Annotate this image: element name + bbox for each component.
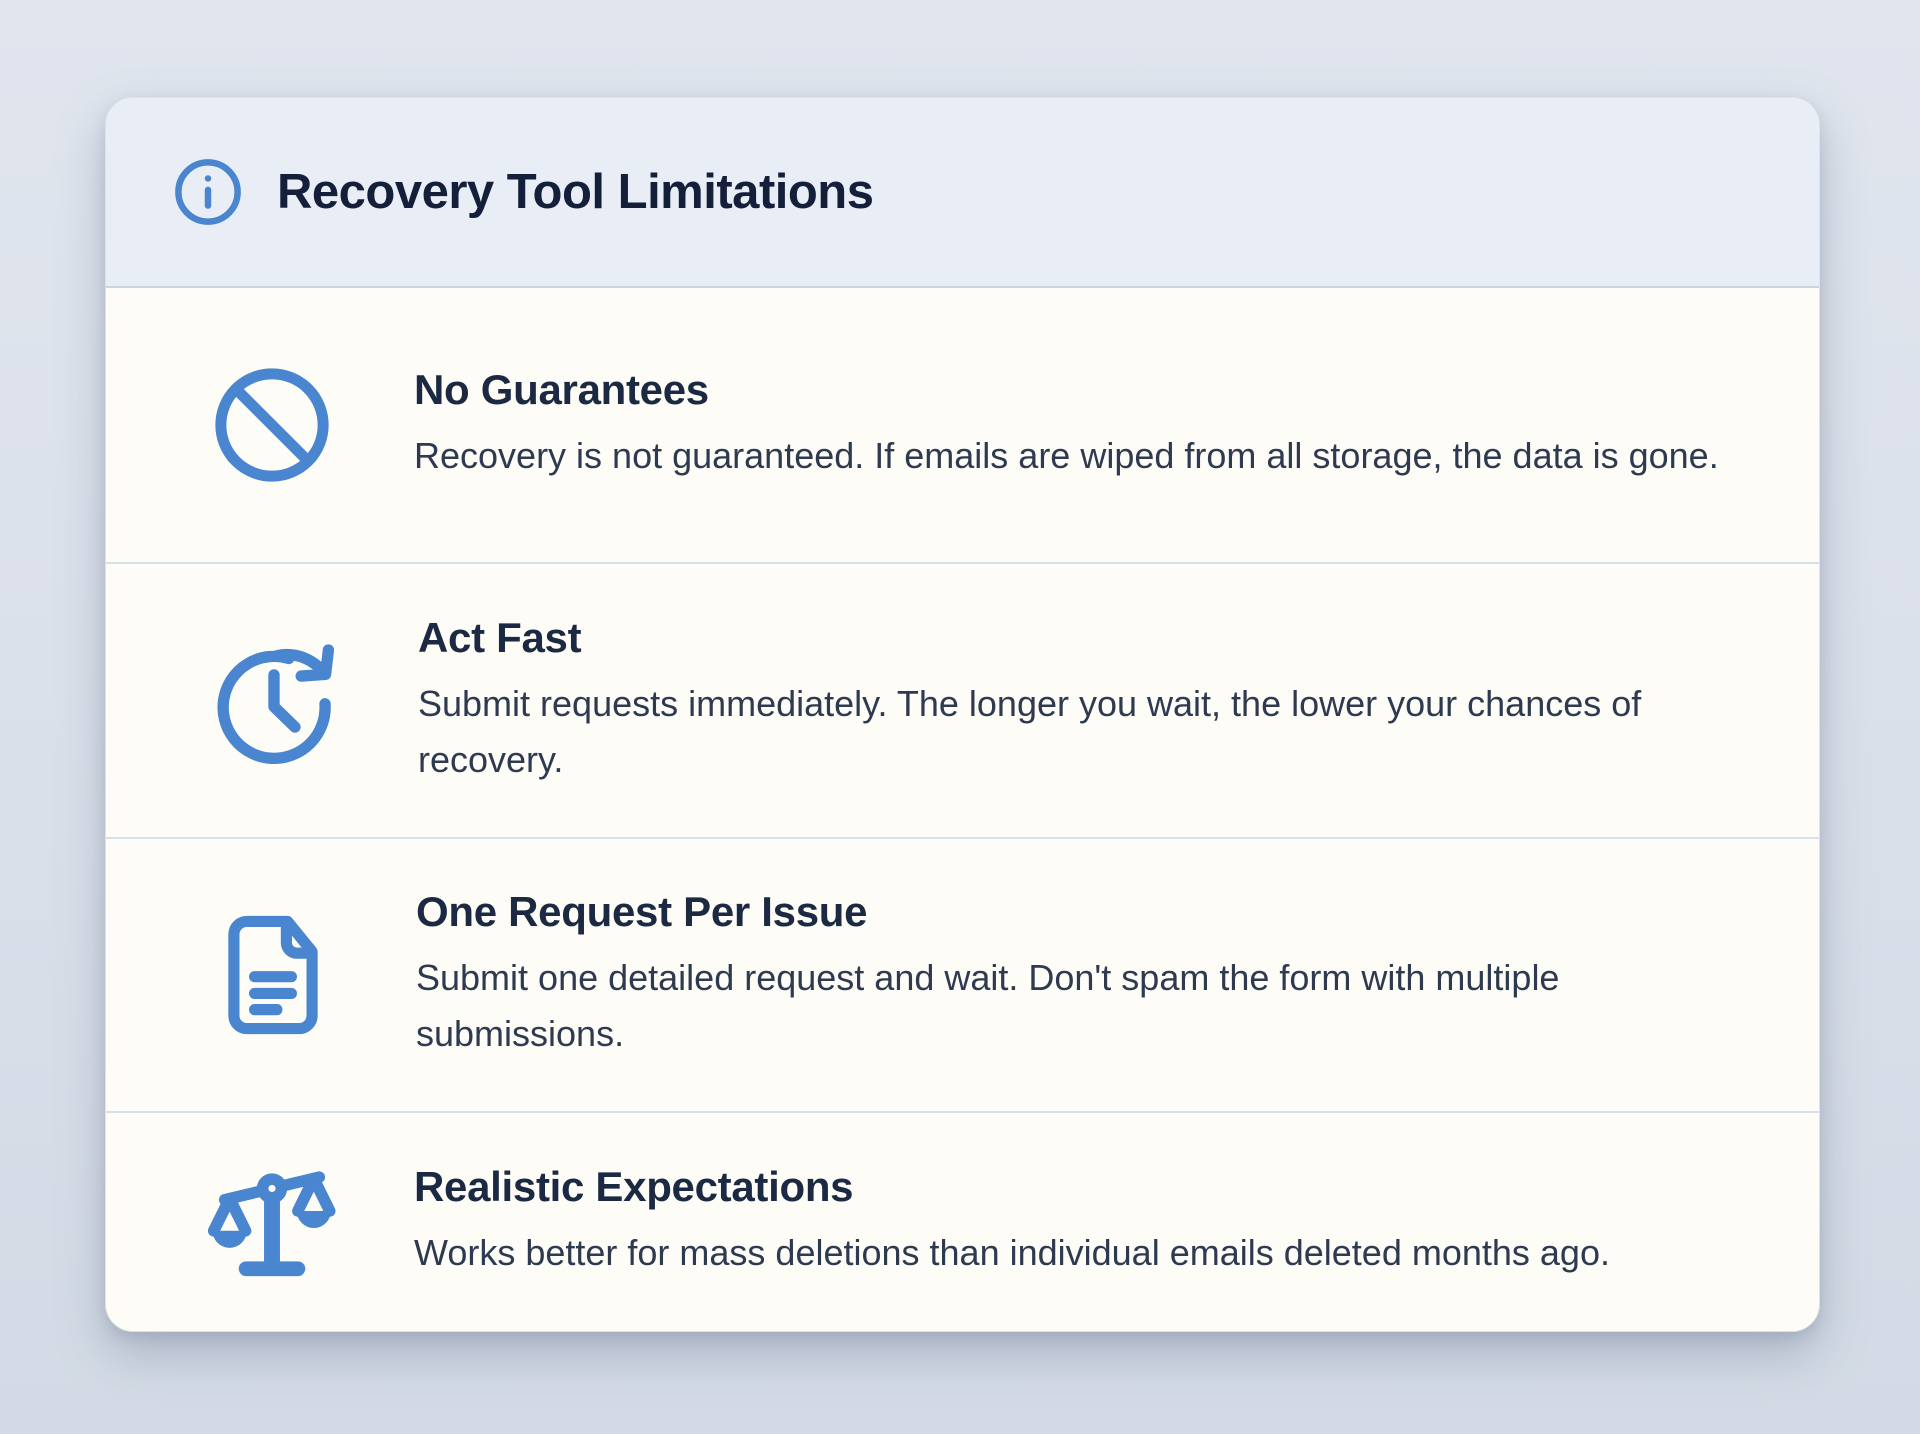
recovery-limitations-card: Recovery Tool Limitations No Guarantees …	[105, 97, 1820, 1332]
document-icon	[206, 908, 340, 1042]
item-description: Works better for mass deletions than ind…	[414, 1232, 1610, 1273]
info-icon	[171, 155, 245, 229]
item-description: Recovery is not guaranteed. If emails ar…	[414, 435, 1719, 476]
item-text-block: No Guarantees Recovery is not guaranteed…	[414, 366, 1739, 484]
item-title: Act Fast	[418, 613, 582, 661]
scale-icon	[206, 1156, 338, 1288]
card-title: Recovery Tool Limitations	[277, 165, 874, 219]
limitation-item-act-fast: Act Fast Submit requests immediately. Th…	[106, 564, 1819, 839]
card-header: Recovery Tool Limitations	[106, 98, 1819, 288]
item-title: One Request Per Issue	[416, 888, 868, 935]
item-text-block: One Request Per Issue Submit one detaile…	[416, 888, 1739, 1062]
clock-arrow-icon	[206, 633, 342, 769]
item-description: Submit requests immediately. The longer …	[418, 682, 1642, 780]
item-text-block: Act Fast Submit requests immediately. Th…	[418, 614, 1739, 788]
item-title: No Guarantees	[414, 366, 709, 413]
limitation-item-no-guarantees: No Guarantees Recovery is not guaranteed…	[106, 288, 1819, 564]
item-description: Submit one detailed request and wait. Do…	[416, 957, 1560, 1054]
ban-icon	[206, 359, 338, 491]
limitation-item-realistic-expectations: Realistic Expectations Works better for …	[106, 1113, 1819, 1331]
item-title: Realistic Expectations	[414, 1163, 854, 1210]
limitation-item-one-request: One Request Per Issue Submit one detaile…	[106, 839, 1819, 1113]
item-text-block: Realistic Expectations Works better for …	[414, 1163, 1739, 1281]
